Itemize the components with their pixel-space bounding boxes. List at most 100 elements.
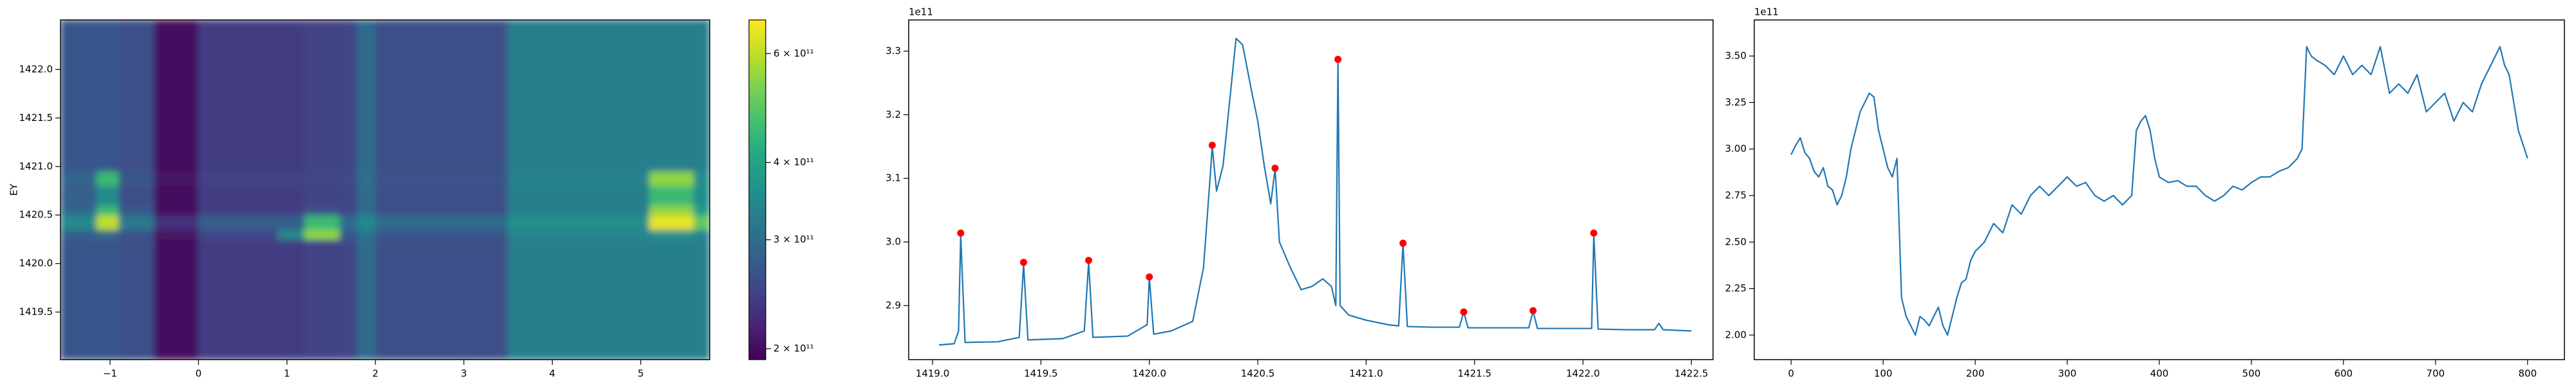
heatmap-cell — [61, 239, 97, 360]
heatmap-cell — [339, 214, 358, 230]
axis-offset-text: 1e11 — [1754, 6, 1779, 18]
y-tick-label: 2.50 — [1725, 236, 1747, 248]
y-tick-label: 3.3 — [886, 45, 901, 57]
heatmap-cell — [375, 214, 509, 230]
x-tick-label: 500 — [2242, 368, 2261, 380]
y-tick-label: 1420.5 — [19, 209, 53, 221]
y-tick-label: 2.75 — [1725, 189, 1747, 201]
heatmap-cell — [357, 239, 376, 360]
heatmap-cell — [693, 205, 710, 216]
x-tick-label: 1420.0 — [1132, 368, 1166, 380]
heatmap-cell — [278, 214, 305, 230]
heatmap-cell — [304, 229, 341, 240]
x-tick-label: 5 — [638, 368, 644, 380]
x-tick-label: 1419.0 — [916, 368, 950, 380]
heatmap-cell — [278, 185, 305, 206]
y-tick-label: 1420.0 — [19, 257, 53, 269]
y-tick-label: 2.9 — [886, 299, 901, 311]
heatmap-cell — [507, 185, 650, 206]
heatmap-cell — [118, 229, 155, 240]
peak-marker — [1019, 259, 1027, 266]
x-tick-label: 2 — [372, 368, 379, 380]
heatmap-cell — [198, 185, 279, 206]
x-tick-label: 1422.5 — [1674, 368, 1709, 380]
heatmap-cell — [198, 214, 279, 230]
x-tick-label: 1 — [284, 368, 290, 380]
heatmap-cell — [507, 170, 650, 187]
heatmap-cell — [375, 20, 509, 172]
axis-offset-text: 1e11 — [909, 6, 933, 18]
heatmap-cell — [649, 229, 694, 240]
heatmap-cell — [357, 185, 376, 206]
peak-marker — [1084, 257, 1092, 264]
heatmap-cell — [198, 170, 279, 187]
heatmap-cell — [339, 20, 358, 172]
x-tick-label: 1421.0 — [1349, 368, 1383, 380]
heatmap-cell — [357, 229, 376, 240]
x-tick-label: 1419.5 — [1024, 368, 1058, 380]
peak-marker — [1334, 55, 1342, 63]
x-tick-label: 200 — [1966, 368, 1985, 380]
heatmap-cell — [118, 239, 155, 360]
heatmap-cell — [154, 229, 199, 240]
heatmap-cell — [304, 205, 341, 216]
heatmap-cell — [118, 170, 155, 187]
y-axis-label: EY — [8, 183, 20, 196]
heatmap-cell — [693, 229, 710, 240]
heatmap-cell — [154, 20, 199, 172]
heatmap-cell — [649, 214, 694, 230]
heatmap-cell — [357, 20, 376, 172]
y-tick-label: 3.00 — [1725, 143, 1747, 154]
heatmap-cell — [154, 170, 199, 187]
x-tick-label: 4 — [549, 368, 556, 380]
y-tick-label: 1421.5 — [19, 112, 53, 124]
axes-frame — [1754, 19, 2565, 360]
data-line — [939, 37, 1692, 346]
heatmap-cell — [154, 205, 199, 216]
y-tick-label: 2.25 — [1725, 282, 1747, 294]
heatmap-cell — [96, 205, 120, 216]
heatmap-cell — [61, 214, 97, 230]
heatmap-cell — [198, 239, 279, 360]
x-tick-label: 600 — [2334, 368, 2353, 380]
heatmap-cell — [198, 205, 279, 216]
heatmap-cell — [278, 170, 305, 187]
y-tick-label: 1419.5 — [19, 306, 53, 318]
heatmap-cell — [339, 205, 358, 216]
x-tick-label: 1421.5 — [1457, 368, 1492, 380]
heatmap-cell — [118, 205, 155, 216]
peak-marker — [1590, 229, 1598, 237]
x-tick-label: 1420.5 — [1241, 368, 1275, 380]
y-tick-label: 1422.0 — [19, 63, 53, 75]
heatmap-cell — [278, 229, 305, 240]
heatmap-cell — [507, 20, 650, 172]
x-tick-label: 100 — [1874, 368, 1893, 380]
x-tick-label: 700 — [2427, 368, 2445, 380]
heatmap-cell — [339, 185, 358, 206]
peak-marker — [1399, 239, 1407, 247]
y-tick-label: 3.2 — [886, 109, 901, 120]
peak-marker — [1208, 142, 1216, 149]
heatmap-cell — [375, 185, 509, 206]
heatmap-cell — [375, 229, 509, 240]
heatmap-cell — [339, 229, 358, 240]
heatmap-cell — [693, 170, 710, 187]
heatmap-cells — [61, 20, 710, 360]
heatmap-cell — [375, 170, 509, 187]
heatmap-cell — [96, 20, 120, 172]
colorbar-tick-label: 2 × 10¹¹ — [773, 342, 814, 354]
x-tick-label: 800 — [2518, 368, 2537, 380]
heatmap-cell — [154, 214, 199, 230]
heatmap-cell — [61, 20, 97, 172]
heatmap-cell — [61, 170, 97, 187]
heatmap-cell — [118, 214, 155, 230]
colorbar-tick-label: 6 × 10¹¹ — [773, 48, 814, 59]
peak-marker — [957, 229, 965, 237]
heatmap-cell — [96, 214, 120, 230]
heatmap-cell — [61, 205, 97, 216]
y-tick-label: 3.0 — [886, 236, 901, 248]
heatmap-cell — [507, 229, 650, 240]
heatmap-cell — [507, 239, 650, 360]
